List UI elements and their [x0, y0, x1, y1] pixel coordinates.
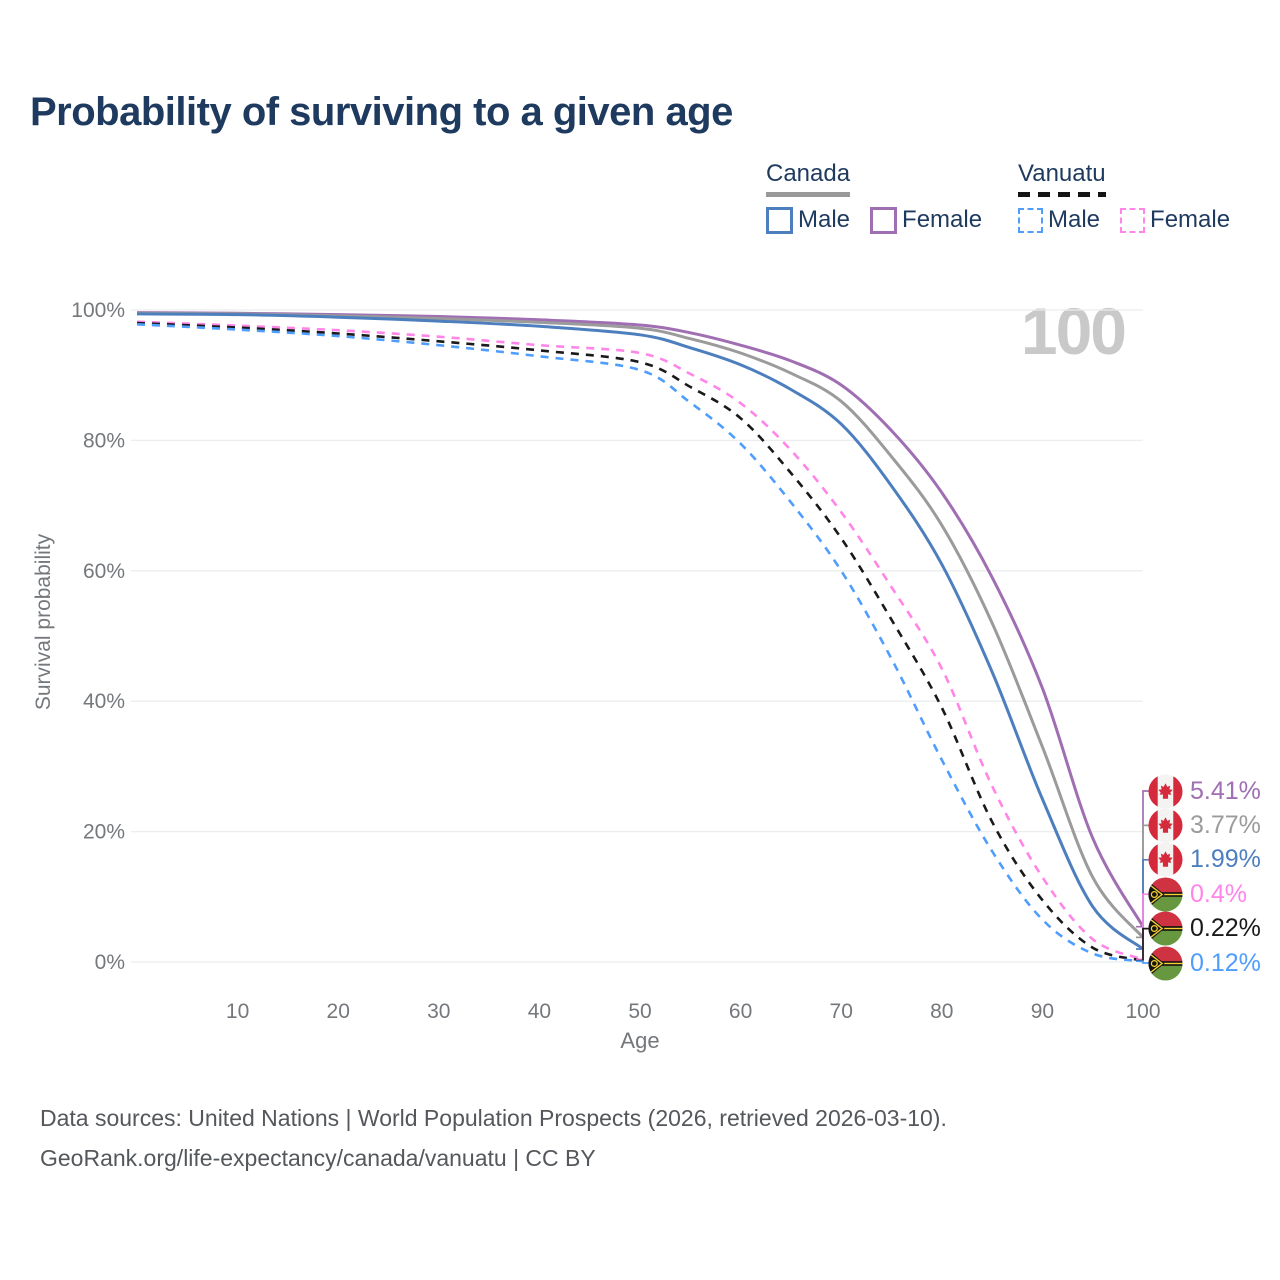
footer: Data sources: United Nations | World Pop… — [40, 1098, 947, 1178]
vanuatu-flag-icon — [1148, 877, 1183, 912]
age-watermark: 100 — [1020, 294, 1127, 368]
canada-flag-icon — [1148, 773, 1183, 809]
x-tick: 60 — [729, 1000, 752, 1023]
series-canada-male[interactable] — [136, 312, 1144, 951]
end-label-canada-female: 5.41% — [1148, 773, 1261, 809]
end-label-connectors — [1136, 790, 1149, 964]
x-tick: 80 — [930, 1000, 953, 1023]
series-canada-female[interactable] — [136, 311, 1145, 928]
page-title: Probability of surviving to a given age — [30, 90, 733, 134]
end-label-value: 0.22% — [1190, 914, 1261, 943]
end-label-vanuatu-both: 0.22% — [1148, 911, 1261, 946]
footer-sources: Data sources: United Nations | World Pop… — [40, 1105, 947, 1131]
vanuatu-male-swatch-icon — [1018, 207, 1043, 233]
y-tick: 40% — [83, 690, 125, 713]
end-label-vanuatu-male: 0.12% — [1148, 945, 1261, 981]
legend-group-vanuatu: Vanuatu Male Female — [1018, 160, 1230, 234]
legend-country-vanuatu[interactable]: Vanuatu — [1018, 160, 1106, 197]
end-label-value: 1.99% — [1190, 845, 1261, 874]
end-label-value: 3.77% — [1190, 810, 1261, 839]
y-tick: 20% — [83, 821, 125, 844]
legend-label: Male — [798, 206, 851, 233]
vanuatu-flag-icon — [1148, 945, 1183, 981]
legend-country-label: Canada — [766, 160, 851, 187]
canada-flag-icon — [1148, 842, 1183, 877]
vanuatu-flag-icon — [1148, 911, 1183, 946]
end-label-canada-both: 3.77% — [1148, 808, 1261, 843]
end-label-value: 0.4% — [1190, 879, 1247, 908]
gridlines — [131, 309, 1143, 963]
legend-label: Male — [1048, 206, 1101, 233]
footer-attribution: GeoRank.org/life-expectancy/canada/vanua… — [40, 1145, 596, 1171]
canada-female-swatch-icon — [870, 206, 898, 234]
x-axis-title: Age — [620, 1028, 660, 1053]
legend-group-canada: Canada Male Female — [766, 160, 982, 234]
vanuatu-line-swatch — [1018, 192, 1106, 197]
legend-label: Female — [1150, 206, 1231, 233]
x-tick: 100 — [1125, 1000, 1160, 1023]
vanuatu-female-swatch-icon — [1120, 207, 1146, 233]
legend-item-canada-male[interactable]: Male — [766, 206, 850, 234]
y-axis-title: Survival probability — [32, 533, 55, 711]
x-tick: 20 — [327, 1000, 350, 1023]
x-tick: 90 — [1031, 1000, 1054, 1023]
legend-item-canada-female[interactable]: Female — [870, 206, 982, 234]
x-tick: 40 — [528, 1000, 551, 1023]
y-tick: 60% — [83, 560, 125, 583]
end-label-vanuatu-female: 0.4% — [1148, 877, 1247, 912]
x-tick: 10 — [226, 1000, 249, 1023]
x-tick-labels: 10 20 30 40 50 60 70 80 90 100 — [226, 1000, 1161, 1023]
y-tick: 100% — [71, 299, 125, 322]
legend-label: Female — [902, 206, 983, 233]
legend-item-vanuatu-female[interactable]: Female — [1120, 206, 1230, 234]
y-tick: 80% — [83, 429, 125, 452]
x-tick: 50 — [628, 1000, 651, 1023]
legend-country-canada[interactable]: Canada — [766, 160, 851, 197]
series-vanuatu-male[interactable] — [136, 323, 1144, 963]
series-vanuatu-both[interactable] — [136, 321, 1144, 962]
end-label-value: 5.41% — [1190, 776, 1261, 805]
y-tick-labels: 0% 20% 40% 60% 80% 100% — [71, 299, 125, 974]
series-curves — [136, 311, 1145, 963]
canada-male-swatch-icon — [766, 206, 793, 234]
canada-flag-icon — [1148, 808, 1183, 843]
end-label-canada-male: 1.99% — [1148, 842, 1261, 877]
y-tick: 0% — [95, 951, 125, 974]
series-vanuatu-female[interactable] — [136, 320, 1144, 961]
legend-country-label: Vanuatu — [1018, 160, 1106, 187]
end-label-value: 0.12% — [1190, 948, 1261, 977]
canada-line-swatch — [766, 192, 851, 197]
x-tick: 70 — [830, 1000, 853, 1023]
legend-item-vanuatu-male[interactable]: Male — [1018, 206, 1100, 234]
x-tick: 30 — [427, 1000, 450, 1023]
series-canada-both[interactable] — [136, 311, 1145, 939]
